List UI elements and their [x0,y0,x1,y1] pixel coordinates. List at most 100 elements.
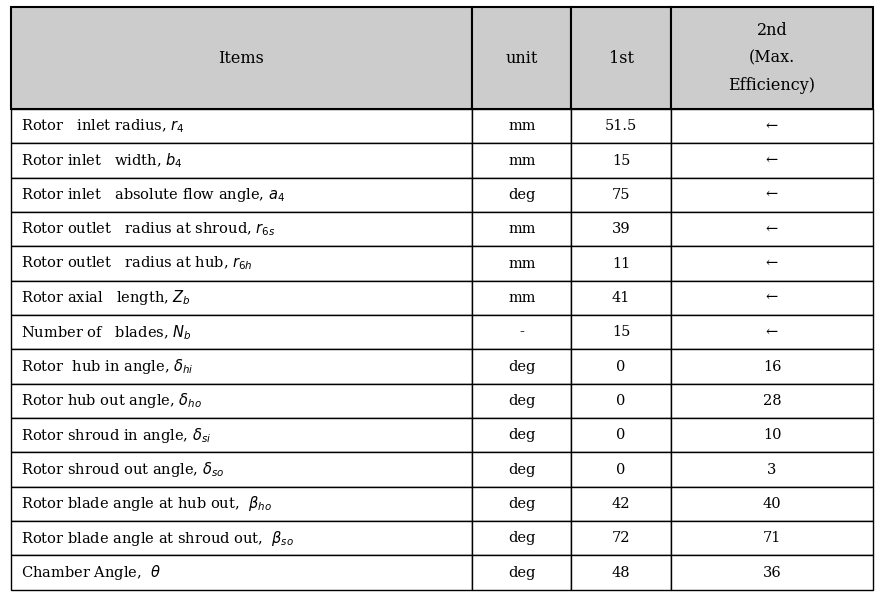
Bar [671,178,873,212]
Text: deg: deg [508,359,536,374]
Bar [571,247,671,281]
Text: 16: 16 [763,359,781,374]
Bar [472,384,571,418]
Text: ←: ← [766,153,778,168]
Text: ←: ← [766,119,778,133]
Bar [472,247,571,281]
Text: 0: 0 [616,463,626,476]
Text: 42: 42 [612,497,630,511]
Bar [571,555,671,590]
Text: deg: deg [508,428,536,442]
Bar [11,418,472,453]
Bar [11,453,472,487]
Bar [11,487,472,521]
Text: 72: 72 [612,531,630,545]
Text: mm: mm [508,119,536,133]
Text: Rotor outlet   radius at shroud, $r_{6s}$: Rotor outlet radius at shroud, $r_{6s}$ [21,220,276,238]
Bar [571,281,671,315]
Text: 51.5: 51.5 [605,119,637,133]
Bar [671,315,873,349]
Text: Rotor   inlet radius, $r_4$: Rotor inlet radius, $r_4$ [21,118,185,135]
Bar [472,281,571,315]
Bar [472,212,571,247]
Text: 71: 71 [763,531,781,545]
Text: -: - [520,325,524,339]
Text: Items: Items [218,50,264,67]
Bar [11,109,472,143]
Text: ←: ← [766,222,778,236]
Text: 75: 75 [612,188,630,202]
Bar [571,521,671,555]
Text: Rotor outlet   radius at hub, $r_{6h}$: Rotor outlet radius at hub, $r_{6h}$ [21,255,253,272]
Text: Rotor inlet   absolute flow angle, $a_4$: Rotor inlet absolute flow angle, $a_4$ [21,186,286,204]
Bar [671,521,873,555]
Text: ←: ← [766,257,778,270]
Text: 10: 10 [763,428,781,442]
Bar [671,349,873,384]
Bar [571,384,671,418]
Bar [11,281,472,315]
Bar [11,555,472,590]
Bar [11,349,472,384]
Text: mm: mm [508,222,536,236]
Text: deg: deg [508,497,536,511]
Text: 39: 39 [612,222,630,236]
Bar [472,521,571,555]
Bar [472,315,571,349]
Bar [571,315,671,349]
Bar [11,247,472,281]
Bar [571,418,671,453]
Bar [671,418,873,453]
Bar [671,487,873,521]
Text: 1st: 1st [608,50,634,67]
Bar [671,555,873,590]
Text: deg: deg [508,394,536,408]
Bar [671,143,873,178]
Text: unit: unit [506,50,538,67]
Bar [571,178,671,212]
Text: Rotor blade angle at shroud out,  $\beta_{so}$: Rotor blade angle at shroud out, $\beta_… [21,529,294,548]
Bar [671,453,873,487]
Bar [11,212,472,247]
Text: Rotor hub out angle, $\delta_{ho}$: Rotor hub out angle, $\delta_{ho}$ [21,392,202,411]
Bar [472,555,571,590]
Bar [671,212,873,247]
Text: deg: deg [508,531,536,545]
Text: ←: ← [766,291,778,305]
Bar [472,349,571,384]
Text: 40: 40 [763,497,781,511]
Text: mm: mm [508,153,536,168]
Bar [11,384,472,418]
Bar [571,349,671,384]
Bar [671,247,873,281]
Text: 3: 3 [767,463,777,476]
Bar [11,7,472,109]
Bar [571,109,671,143]
Text: 0: 0 [616,359,626,374]
Bar [472,418,571,453]
Text: 0: 0 [616,394,626,408]
Bar [671,109,873,143]
Text: mm: mm [508,257,536,270]
Bar [571,212,671,247]
Bar [571,453,671,487]
Text: Rotor inlet   width, $b_4$: Rotor inlet width, $b_4$ [21,151,183,170]
Text: 2nd
(Max.
Efficiency): 2nd (Max. Efficiency) [728,22,816,94]
Text: mm: mm [508,291,536,305]
Text: 15: 15 [612,325,630,339]
Text: deg: deg [508,188,536,202]
Text: 36: 36 [763,566,781,580]
Text: 48: 48 [612,566,630,580]
Bar [11,178,472,212]
Text: Rotor blade angle at hub out,  $\beta_{ho}$: Rotor blade angle at hub out, $\beta_{ho… [21,494,272,513]
Bar [671,7,873,109]
Bar [11,143,472,178]
Bar [472,7,571,109]
Bar [472,143,571,178]
Text: Chamber Angle,  $\theta$: Chamber Angle, $\theta$ [21,563,162,582]
Bar [11,315,472,349]
Bar [11,521,472,555]
Text: Rotor shroud in angle, $\delta_{si}$: Rotor shroud in angle, $\delta_{si}$ [21,426,211,445]
Text: deg: deg [508,463,536,476]
Text: deg: deg [508,566,536,580]
